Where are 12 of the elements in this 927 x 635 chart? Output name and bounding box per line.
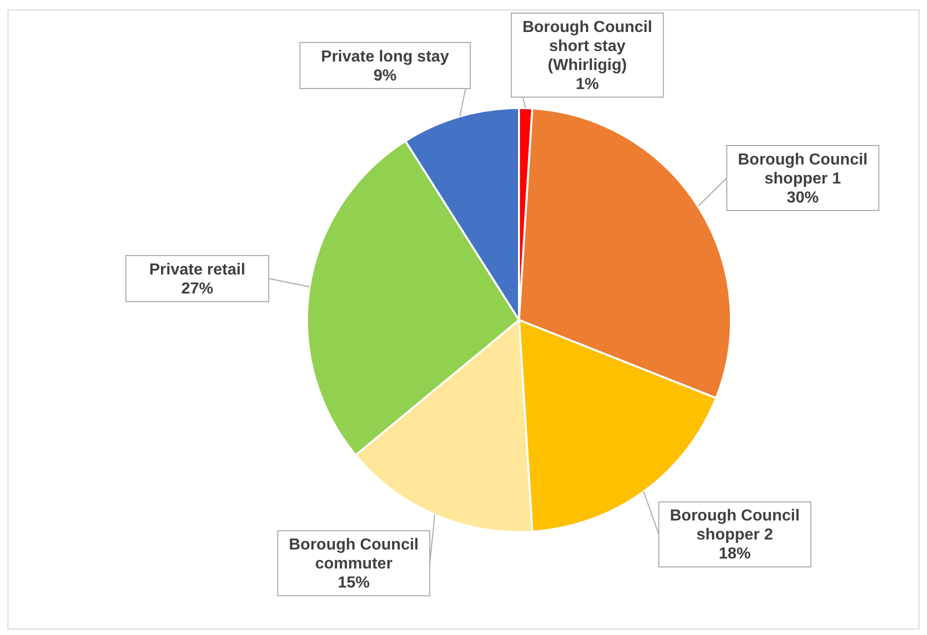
slice-label: Borough Council short stay (Whirligig)	[522, 18, 652, 74]
slice-label: Borough Council commuter	[288, 536, 419, 573]
slice-label: Private retail	[149, 261, 246, 278]
slice-label: Borough Council shopper 1	[738, 151, 868, 188]
data-label: 1%	[576, 76, 599, 93]
data-label: 30%	[786, 189, 819, 206]
slice-label: Private long stay	[321, 48, 450, 66]
data-label: 9%	[374, 67, 397, 84]
data-label: 15%	[338, 574, 370, 592]
data-label: 18%	[718, 546, 751, 563]
slice-label: Borough Council shopper 2	[670, 508, 800, 544]
data-label: 27%	[181, 280, 214, 298]
